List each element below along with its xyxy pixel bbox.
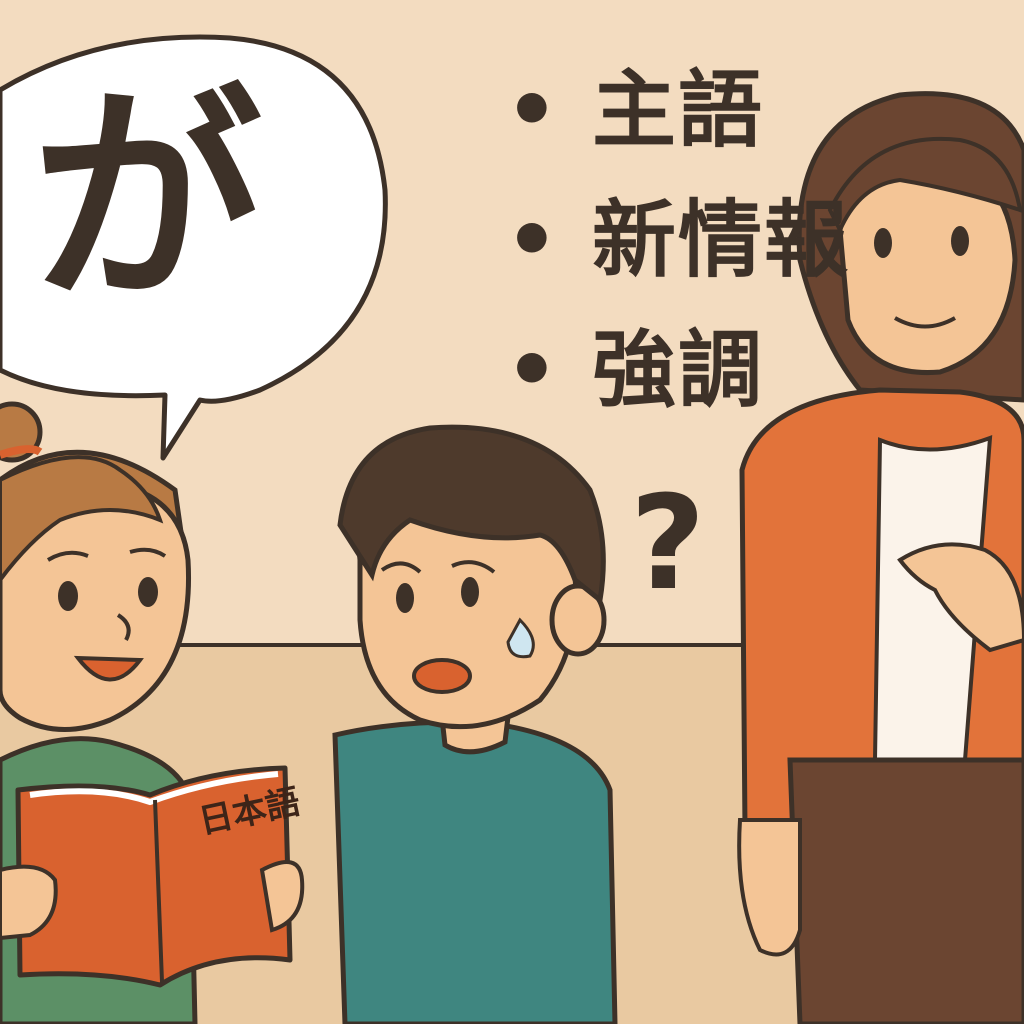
bullet-dot: • <box>505 61 561 159</box>
teacher-figure <box>737 91 1024 1024</box>
book <box>0 765 305 988</box>
bullet-dot: • <box>505 191 561 289</box>
speech-bubble <box>0 34 388 461</box>
question-mark: ? <box>630 467 706 619</box>
boy-figure <box>332 424 618 1024</box>
point-item-subject: • 主語 <box>505 68 764 152</box>
point-label: 主語 <box>591 61 764 159</box>
point-item-new-info: • 新情報 <box>505 198 850 282</box>
point-item-emphasis: • 強調 <box>505 328 764 412</box>
speech-bubble-char: が <box>32 66 263 333</box>
point-label: 強調 <box>591 321 764 419</box>
point-label: 新情報 <box>591 191 850 289</box>
bullet-dot: • <box>505 321 561 419</box>
